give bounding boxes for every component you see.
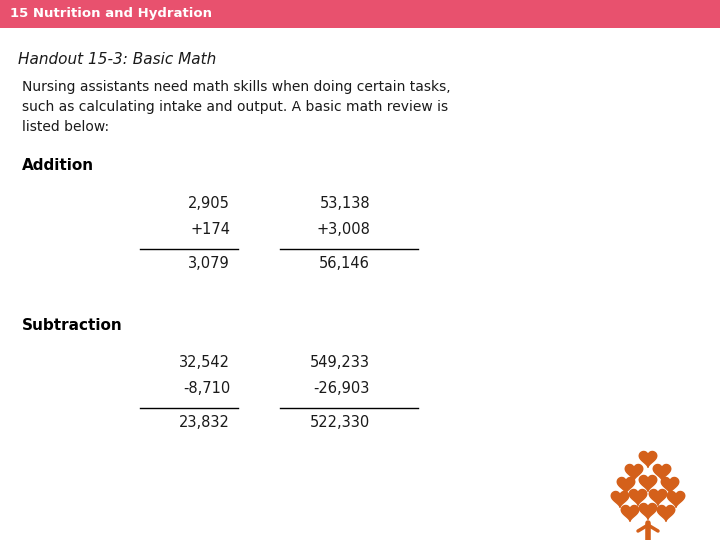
Polygon shape: [629, 489, 647, 505]
Text: Subtraction: Subtraction: [22, 318, 122, 333]
Text: -26,903: -26,903: [314, 381, 370, 396]
Text: 53,138: 53,138: [320, 196, 370, 211]
Polygon shape: [617, 477, 635, 494]
Text: +174: +174: [190, 222, 230, 237]
Polygon shape: [649, 489, 667, 505]
Polygon shape: [639, 451, 657, 467]
Text: Nursing assistants need math skills when doing certain tasks,
such as calculatin: Nursing assistants need math skills when…: [22, 80, 451, 134]
Text: 522,330: 522,330: [310, 415, 370, 430]
Text: 549,233: 549,233: [310, 355, 370, 370]
Text: Handout 15-3: Basic Math: Handout 15-3: Basic Math: [18, 52, 216, 67]
Text: 32,542: 32,542: [179, 355, 230, 370]
Text: Addition: Addition: [22, 158, 94, 173]
Polygon shape: [667, 491, 685, 507]
Text: +3,008: +3,008: [316, 222, 370, 237]
Polygon shape: [661, 477, 679, 494]
Text: -8,710: -8,710: [183, 381, 230, 396]
Bar: [0, 0, 720, 28]
Polygon shape: [611, 491, 629, 507]
Polygon shape: [639, 503, 657, 519]
Text: 23,832: 23,832: [179, 415, 230, 430]
Text: 3,079: 3,079: [188, 256, 230, 271]
Polygon shape: [625, 464, 643, 480]
Polygon shape: [639, 475, 657, 491]
Text: 2,905: 2,905: [188, 196, 230, 211]
Text: 15 Nutrition and Hydration: 15 Nutrition and Hydration: [10, 8, 212, 21]
Text: 56,146: 56,146: [319, 256, 370, 271]
Polygon shape: [621, 505, 639, 521]
Polygon shape: [657, 505, 675, 521]
Polygon shape: [653, 464, 671, 480]
